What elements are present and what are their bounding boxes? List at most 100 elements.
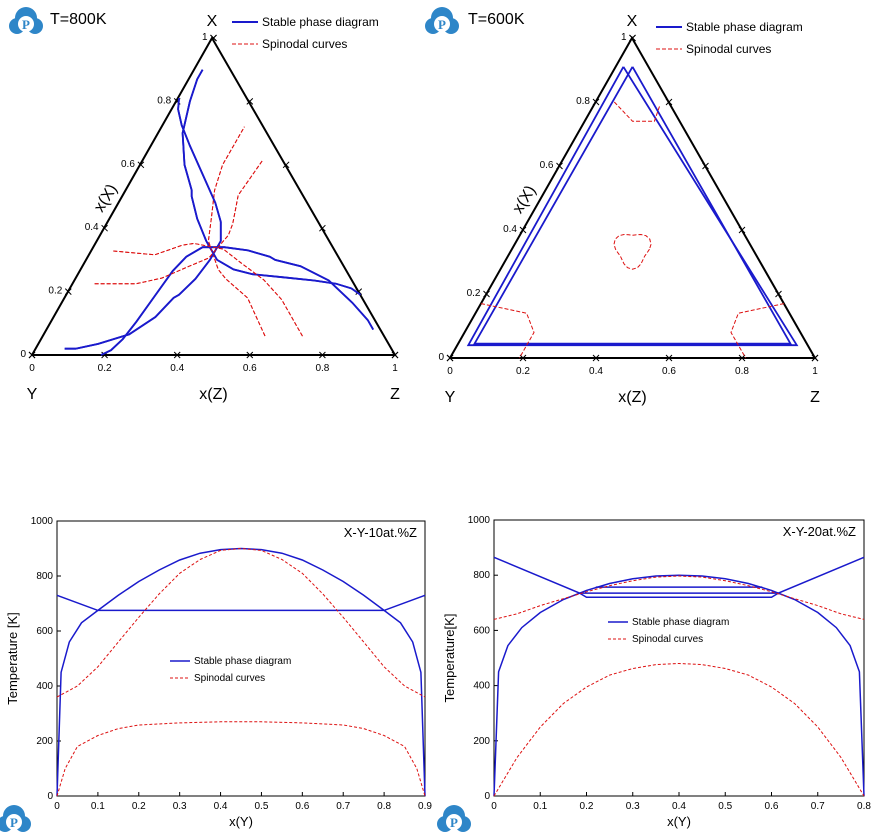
x-tick-label: 0.7 [811,801,825,812]
plot-frame [493,519,865,797]
chart-title: X-Y-20at.%Z [783,524,856,539]
logo-badge [18,16,34,32]
bottom-tick-label: 0.2 [98,363,112,374]
bottom-tick-label: 0.8 [315,363,329,374]
vertex-label-top: X [207,13,218,30]
spinodal-curve [207,126,266,337]
y-tick-label: 600 [473,625,490,636]
x-tick-label: 0.1 [91,801,105,812]
line-panel-4: 0 0.1 0.2 0.3 0.4 0.5 0.6 0.7 0.8 0 200 400 600 800 10… [442,515,871,829]
left-tick-mark [483,290,490,298]
left-tick-label: 0 [20,349,26,360]
left-tick-mark [64,288,72,295]
bottom-tick-label: 1 [392,363,398,374]
stable-line [56,547,426,797]
x-axis-title: x(Y) [667,814,691,829]
right-tick-mark [210,34,217,42]
stable-line [56,594,426,612]
legend-label-spinodal: Spinodal curves [686,42,771,56]
plot-frame [56,520,426,797]
left-tick-label: 0.6 [540,160,554,171]
left-tick-label: 0.6 [121,159,135,170]
bottom-tick-label: 0 [29,363,35,374]
x-tick-label: 0.3 [626,801,640,812]
bottom-tick-label: 0.6 [662,366,676,377]
right-tick-mark [629,34,636,42]
vertex-label-left: Y [445,389,456,406]
bottom-tick-label: 0.4 [170,363,184,374]
bottom-tick-mark [665,354,673,362]
binodal-curve [100,246,374,356]
bottom-tick-mark [28,351,36,359]
y-tick-label: 600 [36,626,53,637]
stable-line [493,556,865,594]
x-tick-label: 0.8 [857,801,871,812]
bottom-tick-mark [738,354,746,362]
right-tick-mark [775,290,782,298]
spinodal-central-loop [613,233,652,270]
x-tick-label: 0.4 [672,801,686,812]
y-tick-label: 200 [36,736,53,747]
right-tick-mark [282,161,290,169]
logo-letter-p: P [10,815,18,830]
left-tick-mark [519,226,527,234]
logo-letter-p: P [438,17,446,32]
legend-label-stable: Stable phase diagram [632,617,729,628]
x-tick-label: 0.6 [765,801,779,812]
binodal-curve [100,246,374,356]
legend-label-spinodal: Spinodal curves [632,634,703,645]
x-tick-label: 0.8 [377,801,391,812]
legend-label-stable: Stable phase diagram [194,656,291,667]
y-tick-label: 1000 [31,516,54,527]
left-tick-label: 0.4 [503,224,517,235]
binodal-curve [64,98,222,350]
bottom-tick-mark [246,351,254,359]
stable-line [579,592,779,599]
y-tick-label: 800 [473,570,490,581]
x-tick-label: 0.7 [336,801,350,812]
ternary-frame [31,35,397,356]
x-tick-label: 0.9 [418,801,432,812]
chart-title: T=800K [50,11,107,28]
bottom-tick-mark [592,354,600,362]
vertex-label-left: Y [27,386,38,403]
left-tick-label: 0.2 [467,288,481,299]
bottom-tick-label: 0 [447,366,453,377]
legend-label-spinodal: Spinodal curves [262,37,347,51]
vertex-label-top: X [627,13,638,30]
x-tick-label: 0.5 [254,801,268,812]
spinodal-line [493,662,865,797]
bottom-axis-title: x(Z) [199,386,227,403]
y-tick-label: 800 [36,571,53,582]
left-tick-mark [556,162,563,170]
left-axis-title: x(X) [510,183,540,217]
legend-label-spinodal: Spinodal curves [194,673,265,684]
y-tick-label: 200 [473,736,490,747]
right-tick-mark [738,226,746,234]
bottom-tick-mark [391,351,399,359]
spinodal-curve [113,242,304,338]
vertex-label-right: Z [390,386,400,403]
bottom-tick-mark [519,354,527,362]
left-tick-mark [137,161,145,169]
left-axis-title: x(X) [91,181,121,215]
ternary-panel-1: 00 0.2 0.2 0.4 0.4 0.6 0.6 0.8 0.8 1 1 X Y Zx(Z) x(X) T… [20,11,400,403]
right-tick-mark [355,288,363,295]
left-tick-label: 0 [438,352,444,363]
stable-line [493,574,865,797]
left-tick-mark [101,224,108,232]
ternary-frame [449,35,817,359]
right-tick-mark [702,162,709,170]
y-axis-title: Temperature [K] [5,612,20,705]
spinodal-lobe-left [480,303,535,359]
logo-letter-p: P [450,815,458,830]
y-tick-label: 400 [473,681,490,692]
y-tick-label: 1000 [468,515,491,526]
spinodal-lobe-right [730,303,785,359]
left-tick-label: 0.4 [85,222,99,233]
brand-logo-top-left: P [9,7,43,34]
bottom-tick-mark [319,351,326,359]
x-tick-label: 0 [54,801,60,812]
